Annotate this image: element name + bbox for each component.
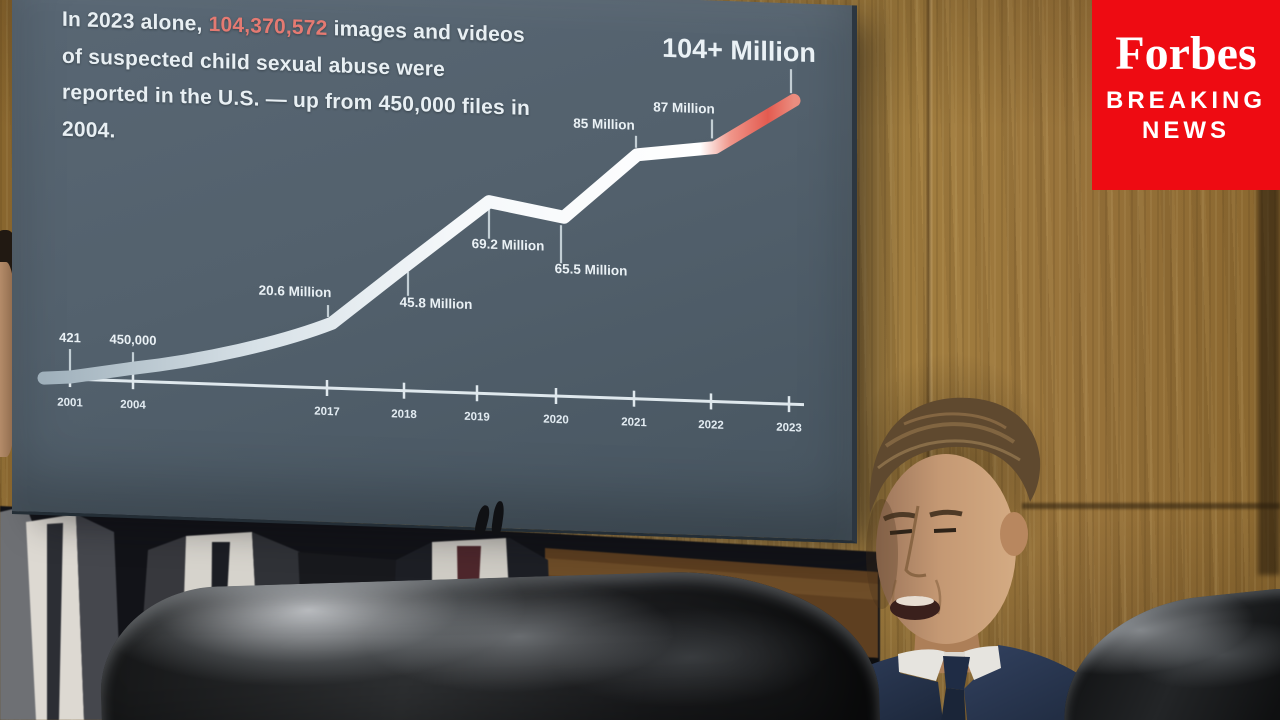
eye [889, 529, 913, 535]
line-chart: 2001 2004 2017 2018 2019 2020 2021 2022 2023 421 4… [37, 33, 816, 435]
x-axis [38, 376, 804, 407]
year-label: 2017 [314, 406, 340, 419]
data-label: 69.2 Million [472, 236, 545, 254]
eye [933, 528, 957, 533]
data-label: 421 [59, 330, 81, 346]
year-label: 2020 [543, 414, 569, 427]
breaking-label: BREAKING [1105, 87, 1266, 114]
teeth [896, 596, 934, 606]
data-label: 85 Million [573, 116, 634, 133]
ear [1000, 512, 1028, 556]
year-label: 2021 [621, 416, 647, 429]
chart-poster-board: In 2023 alone, 104,370,572 images and vi… [12, 0, 857, 544]
tie-knot [943, 656, 970, 690]
hair [869, 397, 1041, 514]
data-label: 104+ Million [662, 33, 816, 68]
data-label: 65.5 Million [555, 261, 628, 279]
data-label: 45.8 Million [400, 295, 473, 313]
year-label: 2004 [120, 399, 146, 412]
wood-panel-shadow-strip [1258, 180, 1280, 575]
news-label: NEWS [1142, 117, 1230, 144]
trend-line [37, 93, 801, 385]
hair-highlight [877, 439, 1021, 470]
data-label: 87 Million [653, 99, 714, 116]
forbes-breaking-news-badge: Forbes BREAKING NEWS [1092, 0, 1280, 190]
nose [904, 505, 927, 578]
hair-highlight [884, 422, 1016, 448]
eyebrow [929, 509, 963, 518]
wood-panel-seam [925, 0, 933, 720]
year-label: 2022 [698, 419, 724, 432]
eyebrow [882, 512, 916, 522]
breaking-news-label: BREAKING NEWS [1092, 86, 1280, 146]
forbes-logo: Forbes [1115, 27, 1257, 80]
tie-blade [941, 688, 966, 720]
data-label: 450,000 [110, 331, 157, 348]
collar-left [898, 649, 946, 681]
wood-panel-groove [1022, 503, 1280, 509]
year-label: 2018 [391, 408, 417, 421]
hair-highlight [903, 412, 1007, 430]
collar-right [963, 646, 1001, 680]
data-label: 20.6 Million [259, 283, 332, 301]
leather-chair-back [97, 565, 881, 720]
bystander1-tie [47, 523, 63, 720]
year-label: 2001 [57, 397, 83, 410]
cheek-shadow [866, 499, 898, 609]
year-label: 2019 [464, 411, 490, 424]
year-label: 2023 [776, 422, 802, 435]
